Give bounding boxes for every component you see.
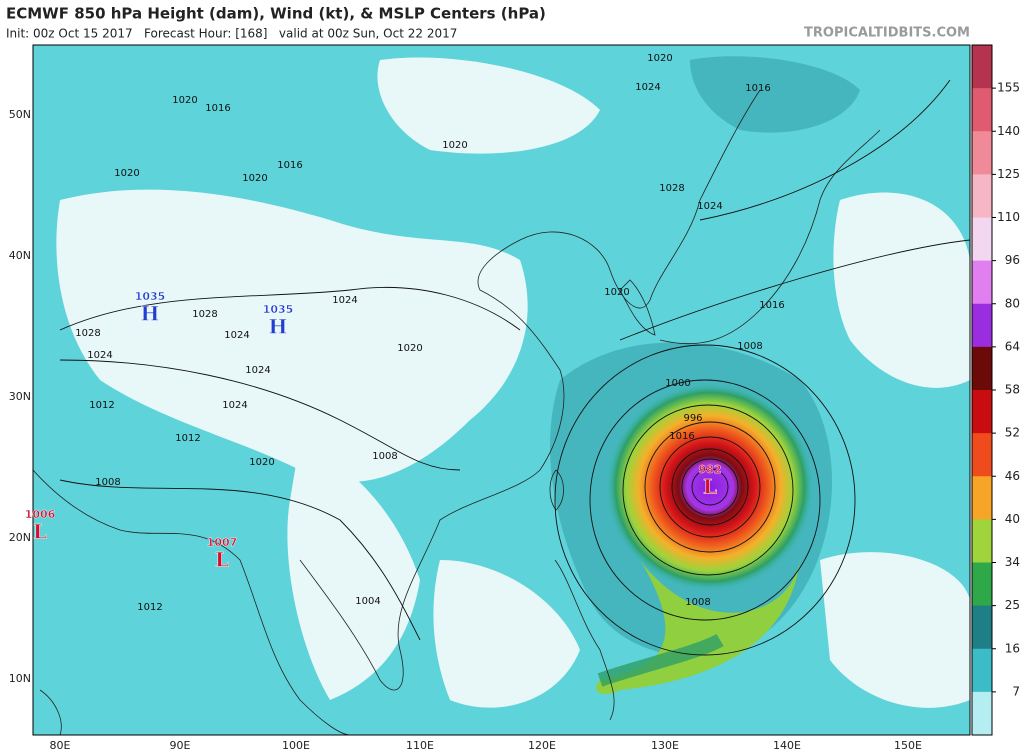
isobar-label: 1008 <box>737 341 762 352</box>
colorbar-tick-label: 80 <box>1005 296 1020 310</box>
colorbar-tick-label: 34 <box>1005 555 1020 569</box>
colorbar-tick-label: 7 <box>1012 684 1020 698</box>
isobars <box>59 79 970 656</box>
colorbar-segment <box>972 390 992 434</box>
colorbar-segment <box>972 346 992 391</box>
colorbar-segment <box>972 476 992 520</box>
colorbar-segment <box>972 45 992 89</box>
pressure-center-value: 1035 <box>263 303 294 316</box>
colorbar-segment <box>972 691 992 736</box>
colorbar-segment <box>972 260 992 305</box>
colorbar-tick-label: 16 <box>1005 641 1020 655</box>
isobar-label: 1012 <box>137 602 162 613</box>
latitude-label: 30N <box>9 390 31 403</box>
isobar-label: 1020 <box>172 95 197 106</box>
colorbar-segment <box>972 131 992 175</box>
isobar-label: 1024 <box>245 365 270 376</box>
isobar-label: 1008 <box>685 597 710 608</box>
longitude-label: 130E <box>651 739 679 752</box>
spiral-band <box>596 560 800 695</box>
isobar-label: 1024 <box>87 350 112 361</box>
longitude-label: 120E <box>528 739 556 752</box>
subtitle: Init: 00z Oct 15 2017 Forecast Hour: [16… <box>6 27 457 41</box>
isobar-label: 1028 <box>659 183 684 194</box>
colorbar-segment <box>972 562 992 607</box>
longitude-label: 80E <box>50 739 71 752</box>
colorbar-segment <box>972 174 992 218</box>
isobar-label: 1012 <box>89 400 114 411</box>
isobar-label: 1016 <box>277 160 302 171</box>
pressure-center-value: 982 <box>699 463 722 476</box>
isobar-label: 1028 <box>75 328 100 339</box>
colorbar-tick-label: 96 <box>1005 253 1020 267</box>
isobar-label: 1020 <box>647 53 672 64</box>
colorbar-segment <box>972 217 992 262</box>
spiral-band-outer <box>597 633 724 687</box>
calm-areas <box>56 57 970 708</box>
longitude-label: 110E <box>406 739 434 752</box>
isobar-label: 1020 <box>242 173 267 184</box>
colorbar-tick-label: 125 <box>997 167 1020 181</box>
isobar-label: 1024 <box>635 82 660 93</box>
map-frame <box>32 44 971 736</box>
colorbar-segment <box>972 648 992 693</box>
isobar-label: 1016 <box>669 431 694 442</box>
colorbar-tick-label: 110 <box>997 210 1020 224</box>
colorbar-tick-label: 155 <box>997 81 1020 95</box>
longitude-label: 100E <box>282 739 310 752</box>
latitude-label: 50N <box>9 108 31 121</box>
colorbar-segment <box>972 88 992 132</box>
credit: TROPICALTIDBITS.COM <box>804 26 970 41</box>
isobar-label: 1008 <box>372 451 397 462</box>
isobar-label: 1020 <box>397 343 422 354</box>
isobar-label: 1020 <box>114 168 139 179</box>
colorbar-tick-label: 40 <box>1005 512 1020 526</box>
isobar-label: 1020 <box>249 457 274 468</box>
isobar-label: 1028 <box>192 309 217 320</box>
pressure-center-symbol: L <box>703 475 717 499</box>
pressure-center-symbol: L <box>215 548 229 572</box>
isobar-label: 1020 <box>442 140 467 151</box>
latitude-label: 10N <box>9 672 31 685</box>
longitude-label: 140E <box>773 739 801 752</box>
latitude-label: 20N <box>9 531 31 544</box>
pressure-center-value: 1035 <box>135 290 166 303</box>
pressure-center-value: 1007 <box>207 536 238 549</box>
isobar-label: 1024 <box>224 330 249 341</box>
colorbar-tick-label: 25 <box>1005 598 1020 612</box>
isobar-label: 1016 <box>205 103 230 114</box>
colorbar-tick-label: 58 <box>1005 383 1020 397</box>
isobar-label: 1024 <box>222 400 247 411</box>
map-field <box>33 45 970 735</box>
pressure-center-symbol: H <box>141 302 160 326</box>
isobar-label: 1004 <box>355 596 380 607</box>
longitude-label: 150E <box>894 739 922 752</box>
typhoon-wind-core <box>605 382 815 592</box>
colorbar-tick-label: 52 <box>1005 426 1020 440</box>
title: ECMWF 850 hPa Height (dam), Wind (kt), &… <box>6 5 546 23</box>
colorbar-tick-label: 140 <box>997 124 1020 138</box>
isobar-label: 1016 <box>745 83 770 94</box>
colorbar-segment <box>972 605 992 650</box>
coastlines <box>33 89 881 735</box>
colorbar-tick-label: 64 <box>1005 339 1020 353</box>
isobar-label: 1008 <box>95 477 120 488</box>
isobar-label: 1024 <box>332 295 357 306</box>
colorbar-tick-label: 46 <box>1005 469 1020 483</box>
isobar-label: 1016 <box>759 300 784 311</box>
colorbar-segment <box>972 303 992 348</box>
pressure-center-symbol: H <box>269 315 288 339</box>
colorbar-segment <box>972 519 992 563</box>
isobar-label: 1000 <box>665 378 690 389</box>
latitude-label: 40N <box>9 249 31 262</box>
colorbar-segment <box>972 433 992 477</box>
isobar-label: 1012 <box>175 433 200 444</box>
isobar-label: 1020 <box>604 287 629 298</box>
longitude-label: 90E <box>170 739 191 752</box>
pressure-center-value: 1006 <box>25 508 56 521</box>
isobar-label: 1024 <box>697 201 722 212</box>
pressure-center-symbol: L <box>33 520 47 544</box>
isobar-label: 996 <box>683 413 702 424</box>
